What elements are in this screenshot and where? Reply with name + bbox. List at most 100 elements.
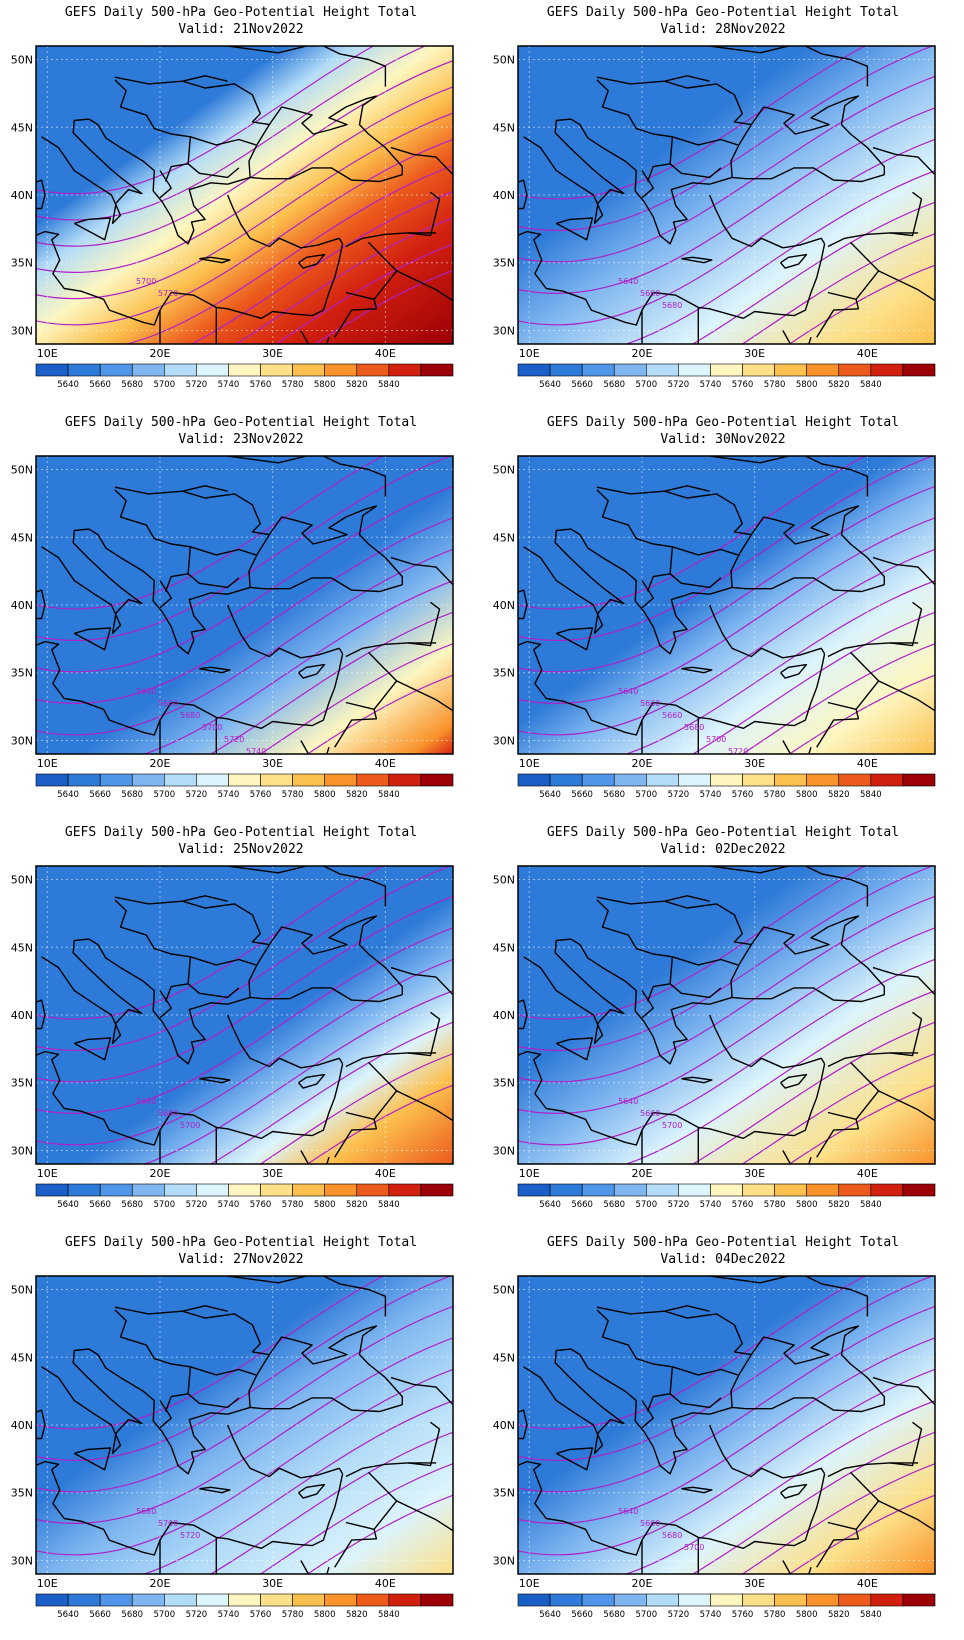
coastline (709, 577, 885, 595)
coastline (782, 330, 812, 344)
coastline (36, 999, 46, 1030)
colorbar-label: 5740 (218, 790, 240, 800)
coastline (827, 232, 919, 248)
contour-line (518, 1305, 935, 1493)
colorbar-label: 5740 (700, 380, 722, 390)
colorbar-label: 5700 (635, 1200, 657, 1210)
coastline (669, 573, 722, 589)
coastline (227, 46, 387, 87)
latitude-label: 45N (493, 941, 515, 954)
colorbar-label: 5840 (378, 790, 400, 800)
coastline (298, 253, 326, 269)
coastline (36, 1409, 46, 1440)
contour-line (518, 485, 935, 673)
coastline (182, 1310, 270, 1356)
colorbar-label: 5660 (571, 1610, 593, 1620)
colorbar-label: 5820 (828, 790, 850, 800)
colorbar-swatch (613, 1183, 647, 1197)
contour-line (741, 1463, 935, 1574)
colorbar-swatch (678, 1593, 711, 1607)
latitude-label: 30N (493, 1554, 515, 1567)
contour-line (142, 1400, 453, 1574)
colorbar-swatch (292, 1593, 325, 1607)
colorbar-label: 5760 (732, 1610, 754, 1620)
coastline (669, 163, 722, 179)
contour-line (691, 1431, 935, 1574)
contour-label: 5700 (706, 735, 726, 744)
colorbar-swatch (99, 1183, 133, 1197)
colorbar-swatch (388, 363, 422, 377)
colorbar-swatch (228, 773, 261, 787)
colorbar-swatch (228, 363, 261, 377)
coastline (878, 270, 935, 302)
coastline (672, 136, 739, 146)
longitude-label: 30E (744, 1167, 765, 1180)
colorbar-swatch (420, 1183, 454, 1197)
contour-line (190, 191, 453, 344)
longitude-label: 30E (744, 1577, 765, 1590)
colorbar-label: 5780 (764, 380, 786, 390)
coastline (41, 938, 143, 1045)
coastline (187, 1393, 240, 1409)
contour-line (624, 990, 935, 1164)
colorbar-swatch (356, 1593, 390, 1607)
coastline (248, 95, 403, 178)
coastline (555, 217, 594, 241)
colorbar-label: 5720 (186, 1610, 208, 1620)
contour-line (306, 674, 453, 754)
coastline (199, 1486, 231, 1494)
coastline (114, 75, 228, 85)
colorbar-swatch (131, 363, 165, 377)
coastline (518, 640, 826, 736)
coastline (672, 546, 739, 556)
coastline (942, 537, 964, 625)
colorbar-label: 5660 (89, 380, 111, 390)
colorbar-label: 5780 (764, 790, 786, 800)
coastline (334, 1111, 378, 1158)
contour-line (314, 269, 453, 344)
coastline (641, 1400, 654, 1429)
longitude-label: 40E (375, 347, 396, 360)
colorbar-swatch (581, 773, 615, 787)
colorbar-swatch (356, 363, 390, 377)
coastline (596, 899, 674, 1002)
height-field (518, 1276, 935, 1574)
colorbar-label: 5660 (89, 1200, 111, 1210)
colorbar-label: 5760 (250, 790, 272, 800)
colorbar-label: 5740 (700, 1200, 722, 1210)
colorbar-label: 5660 (89, 790, 111, 800)
latitude-label: 35N (11, 1487, 33, 1500)
coastline (942, 127, 964, 215)
colorbar-label: 5780 (282, 790, 304, 800)
colorbar-swatch (870, 363, 904, 377)
coastline (942, 947, 964, 1035)
colorbar-swatch (838, 1183, 872, 1197)
coastline (227, 577, 403, 595)
colorbar-label: 5680 (603, 380, 625, 390)
contour-line (36, 866, 452, 1052)
colorbar-swatch (67, 1593, 101, 1607)
colorbar-label: 5840 (860, 380, 882, 390)
contour-line (275, 243, 453, 344)
coastline (523, 1348, 625, 1455)
coastline (182, 80, 270, 126)
contour-line (788, 264, 935, 344)
contour-line (741, 1053, 935, 1164)
colorbar-swatch (35, 773, 69, 787)
longitude-label: 10E (519, 347, 540, 360)
colorbar-swatch (99, 1593, 133, 1607)
coastline (850, 651, 880, 710)
colorbar-label: 5780 (764, 1610, 786, 1620)
coastline (190, 1366, 257, 1376)
longitude-label: 20E (631, 1167, 652, 1180)
colorbar-label: 5800 (314, 1200, 336, 1210)
coastline (187, 163, 240, 179)
coastline (889, 1011, 923, 1057)
colorbar-label: 5820 (346, 1200, 368, 1210)
latitude-label: 35N (493, 257, 515, 270)
latitude-label: 30N (11, 734, 33, 747)
contour-line (788, 1494, 935, 1574)
coastline (460, 537, 482, 625)
